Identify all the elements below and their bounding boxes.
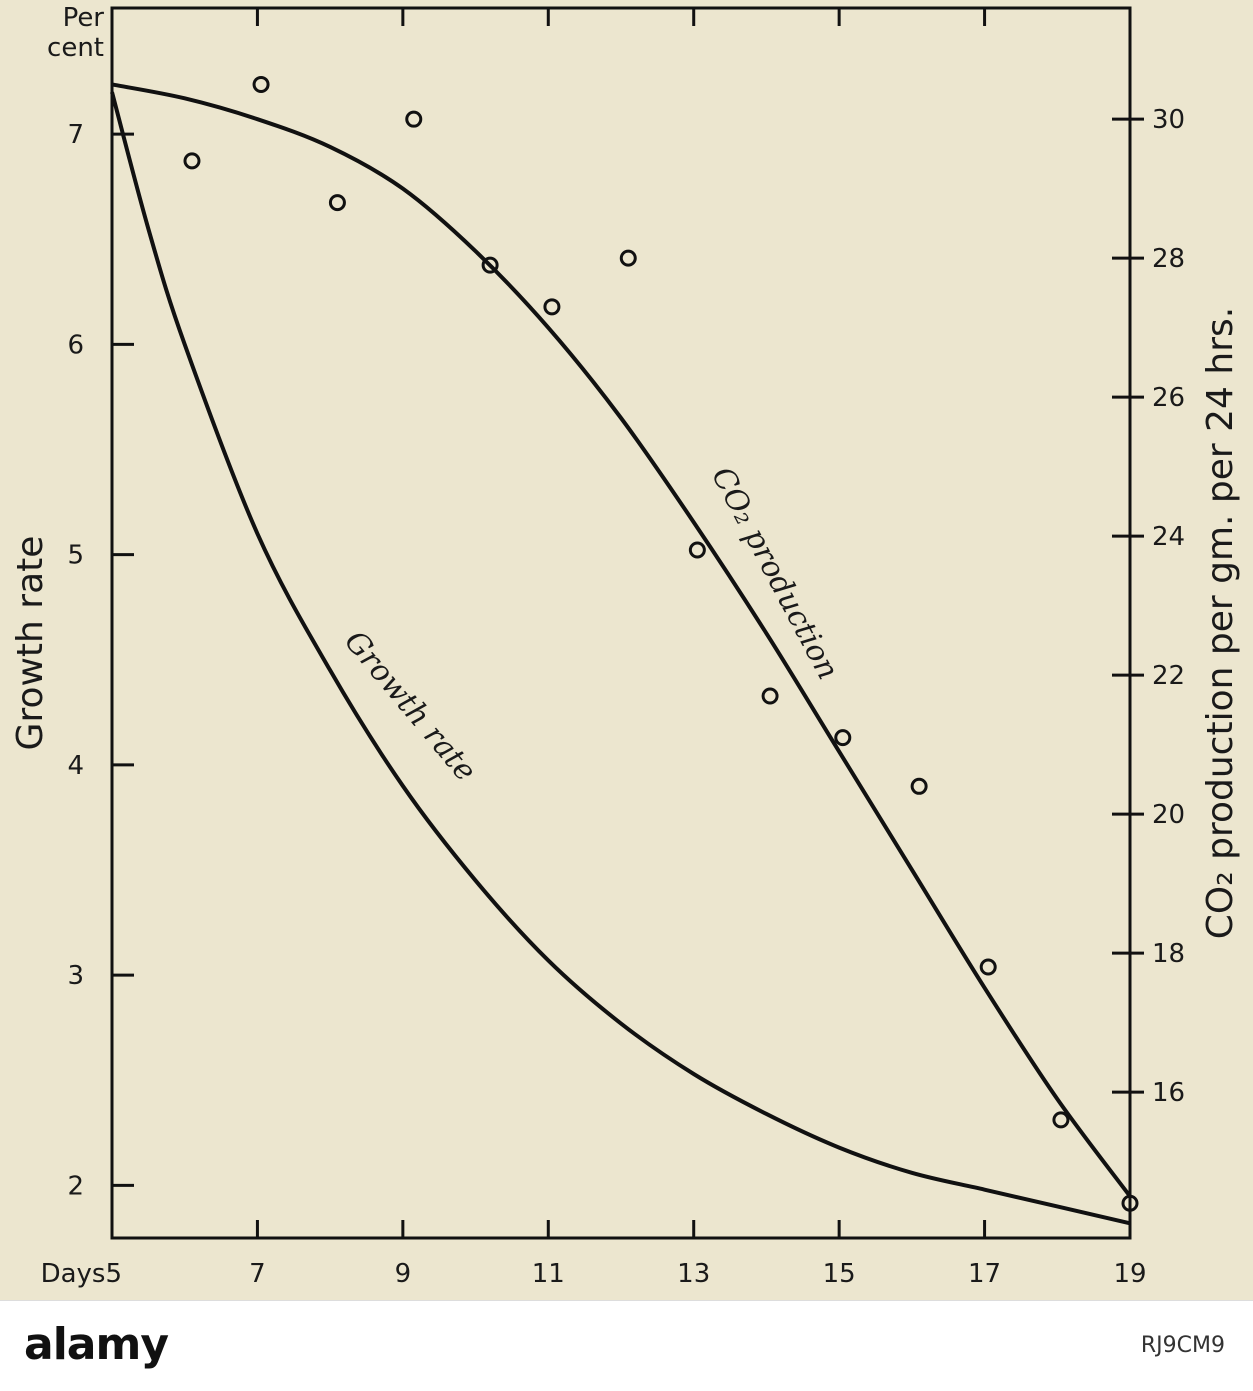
y-right-tick-label: 18	[1152, 939, 1185, 969]
y-right-axis-title: CO₂ production per gm. per 24 hrs.	[1200, 307, 1241, 939]
alamy-logo: alamy	[24, 1319, 169, 1370]
x-tick-label: 17	[968, 1259, 1001, 1289]
data-point	[1052, 1111, 1070, 1129]
data-point	[979, 958, 997, 976]
data-point	[405, 110, 423, 128]
y-right-tick-label: 16	[1152, 1078, 1185, 1108]
y-left-tick-label: 4	[67, 751, 84, 781]
data-point	[761, 687, 779, 705]
y-left-tick-label: 6	[67, 330, 84, 360]
curve-co-production	[111, 82, 1132, 1198]
y-right-tick-label: 30	[1152, 105, 1185, 135]
chart-svg: Days5 7 9 11 13 15 17 19 2 3 4 5 6 7 16 18 20 22 24 26 28 30 P…	[10, 3, 1241, 1289]
y-right-tick-label: 20	[1152, 800, 1185, 830]
data-point	[481, 256, 499, 274]
y-left-axis-title: Growth rate	[10, 536, 51, 751]
data-point	[543, 298, 561, 316]
data-point	[910, 777, 928, 795]
data-point	[252, 75, 270, 93]
data-point	[619, 249, 637, 267]
data-point	[1121, 1194, 1139, 1212]
x-tick-label: 11	[532, 1259, 565, 1289]
x-tick-label: 13	[677, 1259, 710, 1289]
y-left-tick-label: 2	[67, 1171, 84, 1201]
y-right-tick-label: 24	[1152, 522, 1185, 552]
curve-growth-rate	[110, 91, 1131, 1226]
image-id-text: RJ9CM9	[1140, 1333, 1225, 1358]
watermark-bar: alamy RJ9CM9	[0, 1300, 1253, 1391]
plot-frame	[110, 6, 1132, 1240]
y-right-tick-label: 28	[1152, 244, 1185, 274]
y-left-unit-line1: Per	[63, 3, 105, 33]
x-tick-label: Days5	[41, 1259, 122, 1289]
x-tick-label: 15	[823, 1259, 856, 1289]
chart-area: Days5 7 9 11 13 15 17 19 2 3 4 5 6 7 16 18 20 22 24 26 28 30 P…	[0, 0, 1253, 1300]
x-tick-label: 19	[1113, 1259, 1146, 1289]
data-point	[688, 541, 706, 559]
y-left-tick-label: 7	[67, 120, 84, 150]
data-point	[183, 152, 201, 170]
curve-label-growth: Growth rate	[337, 624, 483, 788]
x-tick-label: 7	[249, 1259, 266, 1289]
y-right-tick-label: 26	[1152, 383, 1185, 413]
y-left-tick-label: 5	[67, 541, 84, 571]
y-left-unit-line2: cent	[47, 33, 104, 63]
data-point	[834, 729, 852, 747]
x-tick-label: 9	[395, 1259, 412, 1289]
y-right-tick-label: 22	[1152, 661, 1185, 691]
data-point	[328, 194, 346, 212]
y-left-tick-label: 3	[67, 961, 84, 991]
